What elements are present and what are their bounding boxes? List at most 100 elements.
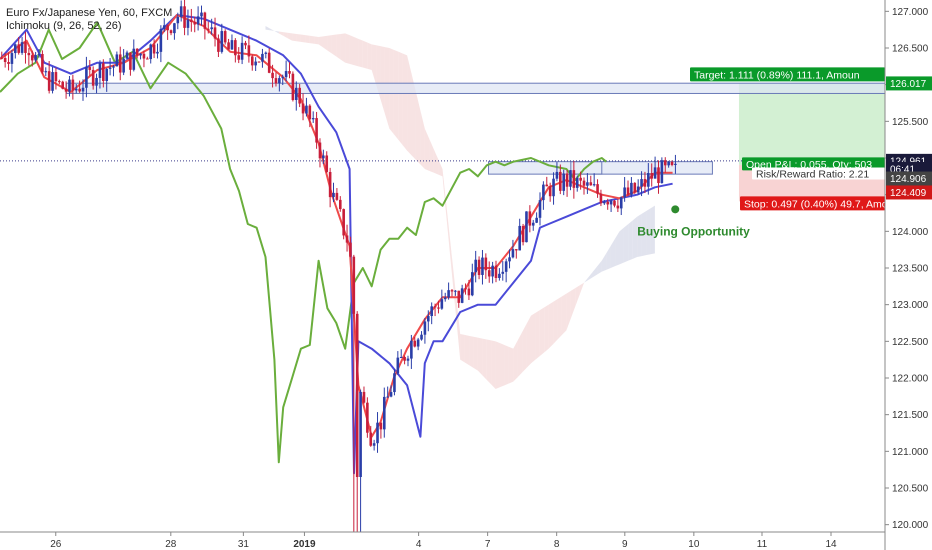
candle-body [264, 52, 268, 54]
candle-body [261, 53, 264, 62]
candle-body [464, 288, 467, 290]
candle-body [433, 306, 437, 308]
candle-body [71, 79, 75, 91]
cloud-segment [331, 34, 337, 57]
price-tag-label: 126.017 [890, 79, 927, 90]
cloud-segment [491, 340, 496, 389]
cloud-segment [477, 337, 483, 376]
candle-body [362, 391, 366, 403]
candle-body [379, 422, 383, 430]
cloud-segment [358, 38, 363, 68]
candle-body [234, 40, 237, 56]
price-tag-bg [886, 185, 932, 200]
candle-body [481, 257, 484, 275]
candle-body [315, 118, 318, 143]
candle-body [284, 71, 288, 78]
candle-body [376, 422, 379, 444]
stop-label: Stop: 0.497 (0.40%) 49.7, Amount [744, 198, 902, 210]
y-tick-label: 123.000 [892, 300, 929, 311]
cloud-segment [336, 33, 341, 60]
candle-body [626, 187, 630, 195]
candle-body [237, 55, 241, 60]
candle-body [389, 392, 393, 397]
candle-body [179, 6, 183, 17]
candle-body [647, 173, 650, 187]
cloud-segment [592, 266, 598, 278]
candle-body [305, 105, 308, 114]
cloud-segment [407, 55, 412, 156]
cloud-segment [314, 36, 319, 45]
cloud-segment [615, 231, 620, 267]
candle-body [95, 77, 98, 86]
cloud-segment [274, 30, 279, 34]
candle-body [528, 211, 532, 226]
cloud-segment [557, 296, 562, 340]
cloud-segment [517, 332, 523, 378]
cloud-segment [508, 346, 514, 384]
candle-body [325, 155, 329, 172]
cloud-segment [438, 158, 443, 177]
candle-body [579, 177, 582, 181]
x-tick-label: 4 [416, 539, 422, 550]
candle-body [210, 27, 213, 30]
cloud-segment [606, 246, 611, 270]
candle-body [545, 184, 549, 187]
candle-body [78, 88, 81, 92]
cloud-segment [367, 42, 372, 70]
cloud-segment [486, 339, 492, 385]
candle-body [125, 52, 129, 59]
candle-body [44, 71, 48, 73]
candle-body [112, 66, 115, 68]
x-tick-label: 9 [622, 539, 628, 550]
target-label: Target: 1.111 (0.89%) 111.1, Amoun [694, 69, 860, 81]
candle-body [653, 167, 657, 179]
cloud-segment [646, 208, 651, 256]
cloud-segment [327, 35, 332, 54]
candle-body [278, 78, 281, 84]
candle-body [115, 54, 119, 67]
x-tick-label: 2019 [293, 539, 316, 550]
candle-body [274, 78, 278, 84]
candle-body [118, 54, 122, 73]
candle-body [603, 201, 606, 204]
candle-body [58, 81, 61, 83]
candle-body [311, 118, 315, 120]
cloud-segment [522, 323, 527, 373]
candle-body [345, 235, 349, 243]
cloud-segment [570, 288, 576, 319]
candle-body [596, 184, 599, 194]
cloud-segment [623, 224, 629, 263]
candle-body [569, 170, 572, 187]
candle-body [176, 16, 180, 24]
candle-body [240, 42, 244, 60]
cloud-segment [283, 32, 288, 39]
cloud-segment [597, 260, 602, 275]
candle-body [328, 171, 332, 198]
candle-body [471, 272, 474, 296]
x-tick-label: 14 [825, 539, 837, 550]
candle-body [27, 52, 31, 56]
cloud-segment [610, 238, 616, 268]
cloud-segment [632, 216, 638, 259]
candle-body [294, 87, 298, 101]
candle-body [105, 68, 109, 82]
cloud-segment [469, 335, 474, 368]
candle-body [64, 88, 68, 92]
cloud-segment [442, 169, 447, 223]
resistance-zone [65, 82, 886, 94]
candle-body [501, 271, 505, 274]
cloud-segment [628, 220, 633, 261]
candle-body [491, 265, 494, 277]
cloud-segment [415, 92, 421, 165]
candle-body [7, 62, 10, 64]
indicator-title: Ichimoku (9, 26, 52, 26) [6, 20, 122, 32]
stop-label-bg [740, 196, 885, 211]
candle-body [552, 178, 555, 197]
cloud-segment [473, 336, 478, 371]
candle-body [487, 270, 491, 277]
candle-body [247, 45, 251, 57]
candle-body [504, 261, 508, 272]
candle-body [301, 103, 305, 114]
candle-body [342, 209, 345, 236]
